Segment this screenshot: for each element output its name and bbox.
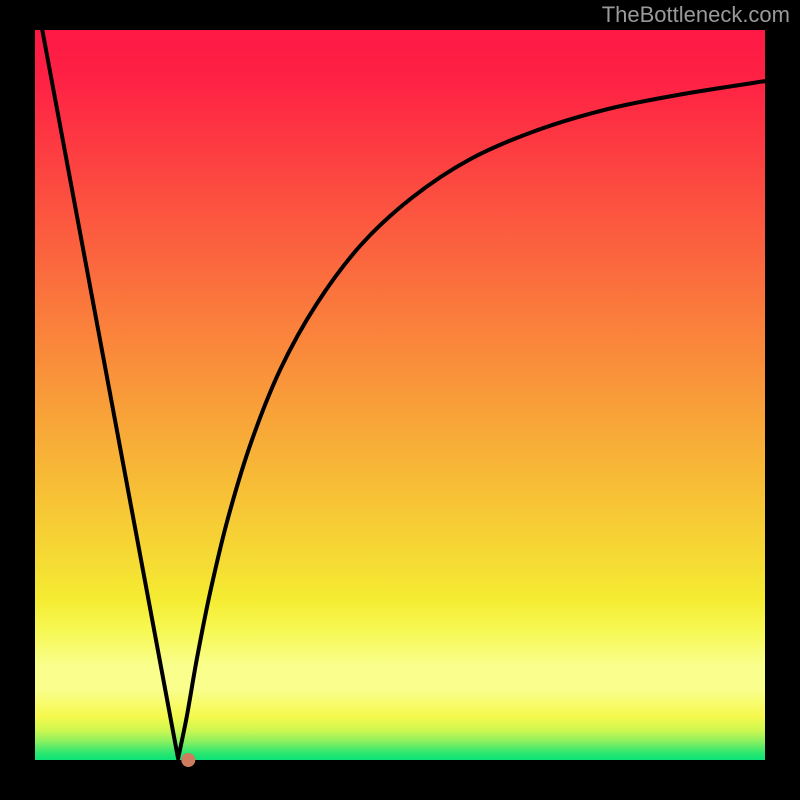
plot-background — [35, 30, 765, 760]
optimum-marker — [181, 753, 195, 767]
chart-frame: { "watermark": { "text": "TheBottleneck.… — [0, 0, 800, 800]
bottleneck-curve-chart — [0, 0, 800, 800]
